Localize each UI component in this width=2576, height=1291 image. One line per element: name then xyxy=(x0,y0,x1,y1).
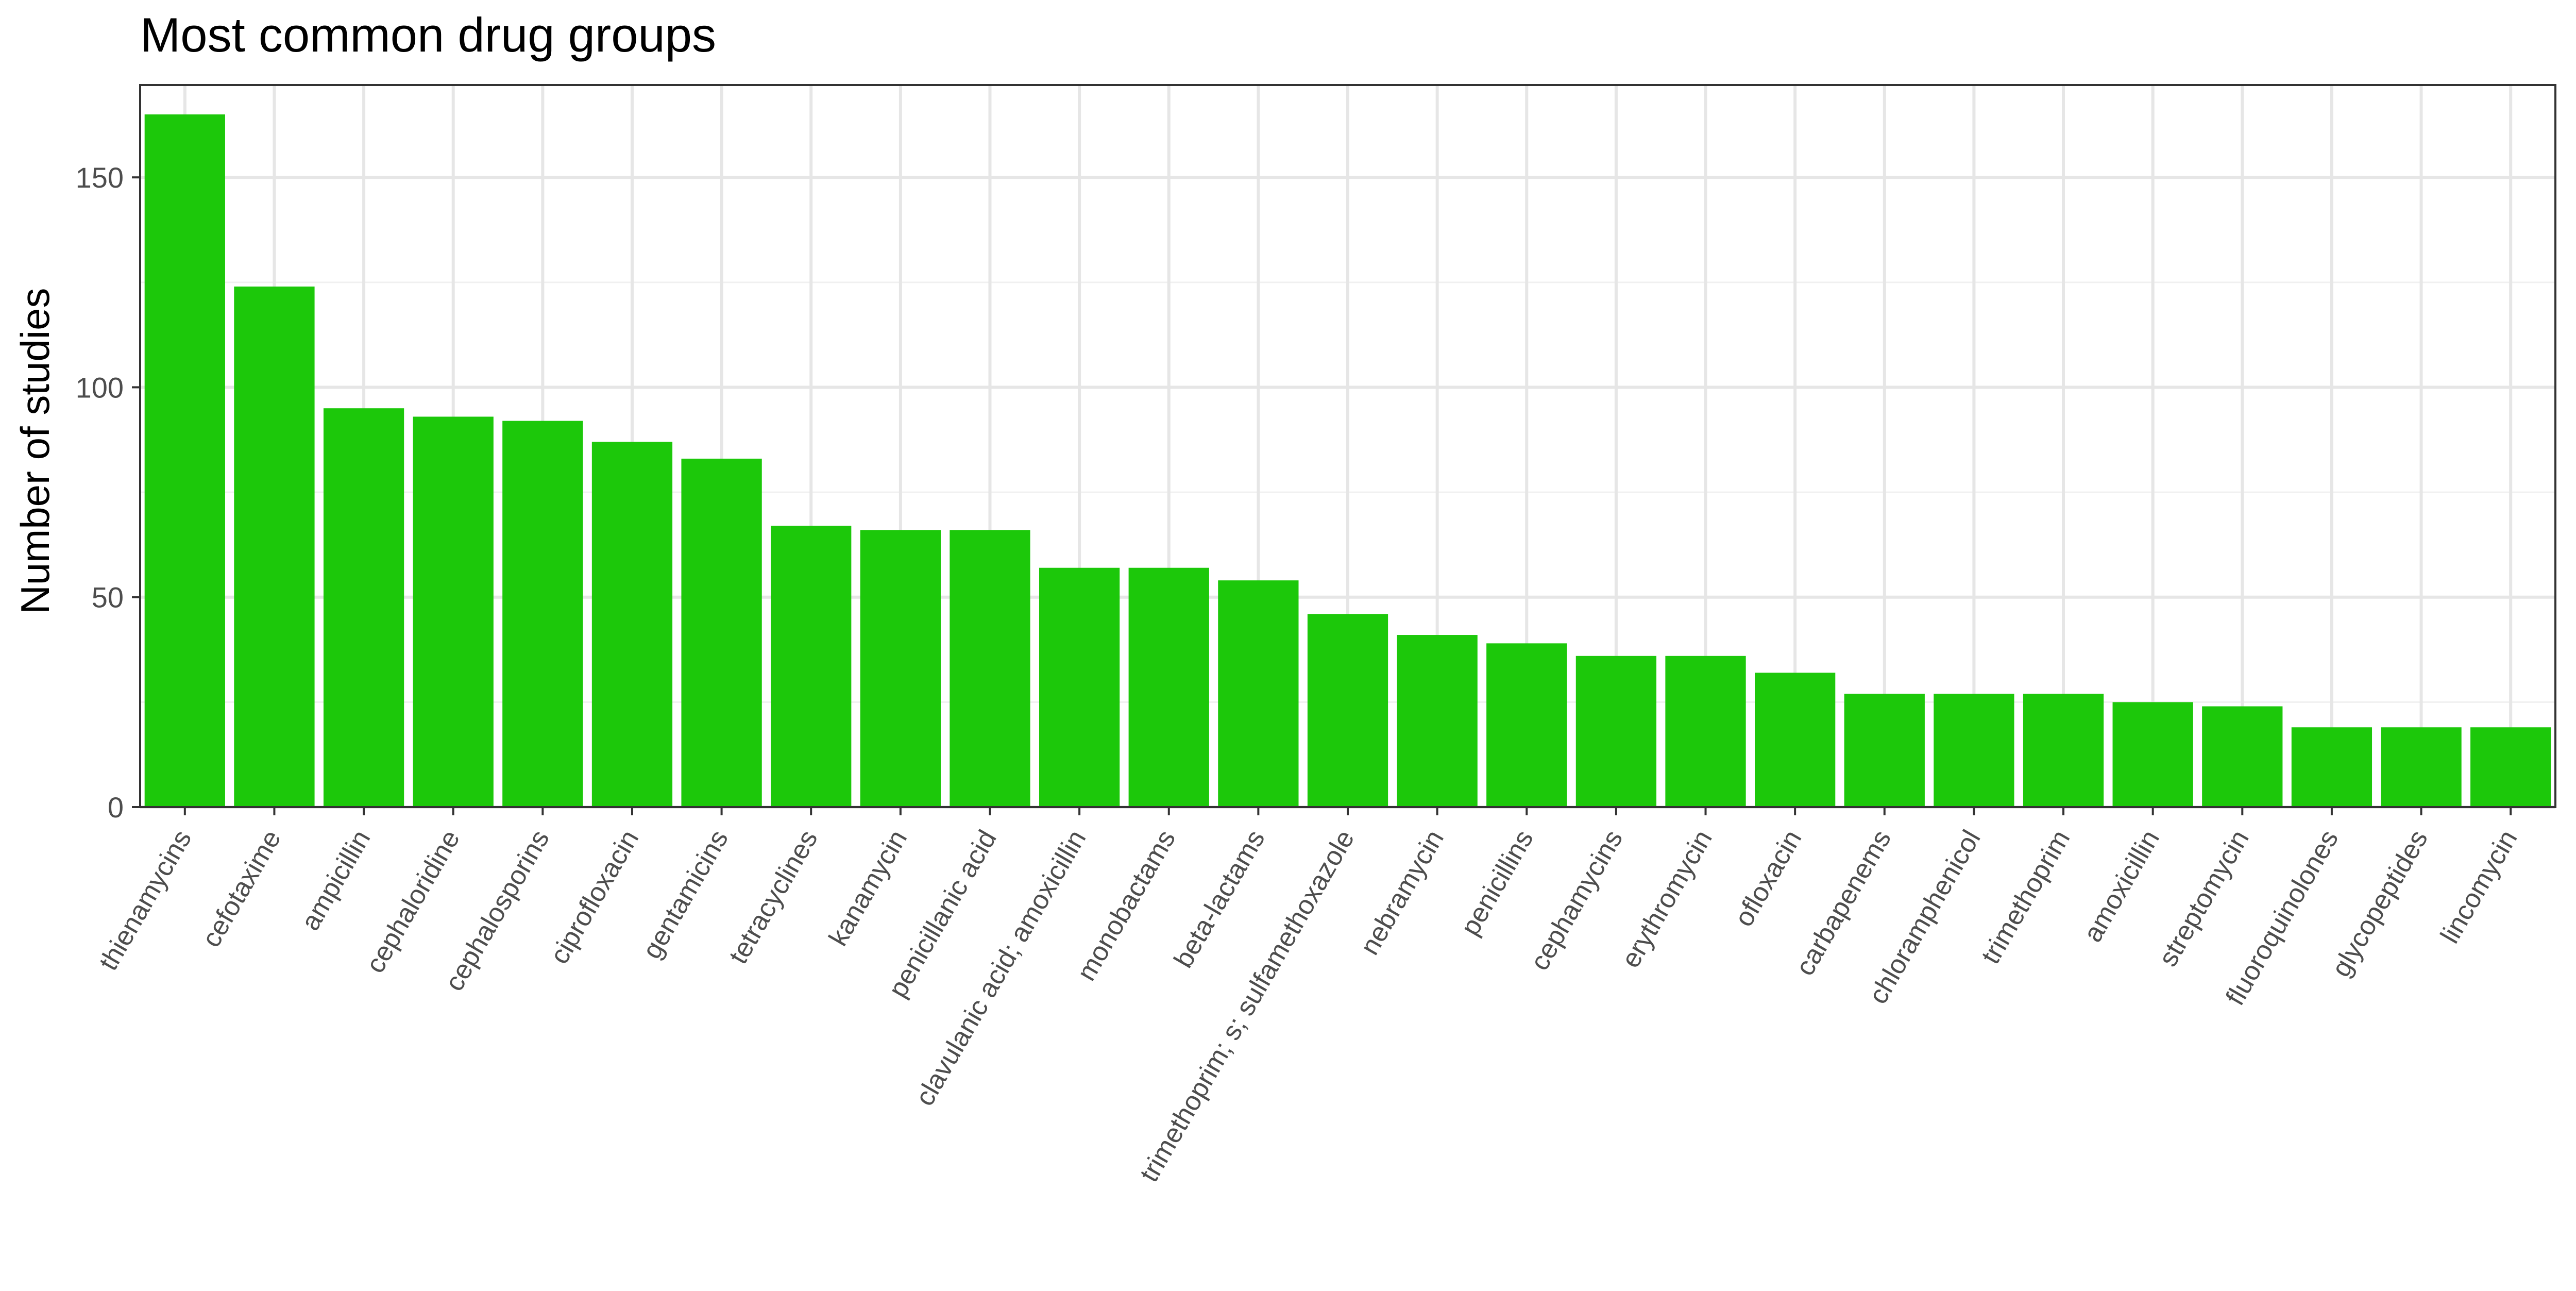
bar xyxy=(2381,727,2462,807)
bar xyxy=(1665,656,1746,807)
bar xyxy=(1039,567,1120,807)
y-tick-label: 50 xyxy=(92,581,124,614)
y-tick-label: 100 xyxy=(76,371,124,404)
bar xyxy=(1307,614,1388,807)
bar xyxy=(1397,635,1478,807)
bar xyxy=(1844,694,1925,807)
bar xyxy=(771,526,852,807)
bar xyxy=(1755,673,1836,807)
bar xyxy=(591,442,673,807)
bar xyxy=(1575,656,1657,807)
bar xyxy=(2202,706,2283,807)
bar xyxy=(502,421,583,807)
bar xyxy=(2023,694,2104,807)
bar xyxy=(681,458,762,807)
bar xyxy=(860,530,941,807)
y-axis-label: Number of studies xyxy=(12,288,58,614)
bar xyxy=(144,114,225,807)
bar xyxy=(1128,567,1209,807)
bar xyxy=(234,286,315,807)
bar xyxy=(1934,694,2014,807)
bar xyxy=(2291,727,2372,807)
bar xyxy=(1486,643,1567,807)
bar xyxy=(323,408,404,807)
y-tick-label: 0 xyxy=(108,791,124,824)
bar xyxy=(2112,702,2193,807)
bar xyxy=(413,416,494,807)
chart-title: Most common drug groups xyxy=(140,8,716,62)
y-tick-label: 150 xyxy=(76,161,124,194)
bars xyxy=(144,114,2551,807)
bar xyxy=(2470,727,2551,807)
bar xyxy=(1218,580,1299,807)
bar xyxy=(950,530,1030,807)
